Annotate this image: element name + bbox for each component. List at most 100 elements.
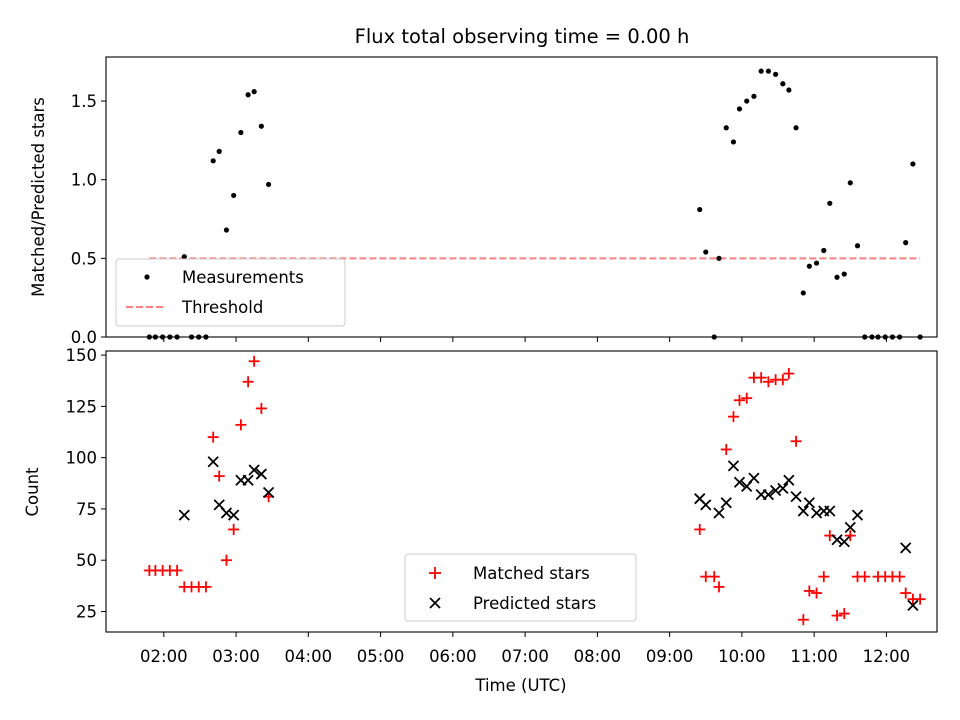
matched-star-point — [783, 368, 795, 380]
predicted-star-point — [762, 488, 775, 501]
measurement-point — [758, 68, 764, 74]
bottom-y-tick-label: 125 — [66, 397, 98, 416]
measurement-point — [903, 240, 909, 246]
matched-star-point — [777, 374, 789, 386]
predicted-star-point — [783, 474, 795, 486]
predicted-star-point — [838, 536, 850, 548]
measurement-point — [723, 125, 729, 131]
predicted-star-point — [178, 509, 190, 521]
x-tick-label: 07:00 — [501, 647, 549, 666]
measurement-point — [265, 181, 272, 188]
measurement-point — [780, 81, 786, 87]
matched-star-point — [790, 435, 802, 447]
top-panel: 0.0 0.5 1.0 1.5 Matched/Predicted stars Mea… — [29, 56, 938, 347]
matched-star-point — [694, 523, 706, 535]
bottom-panel: 25 50 75 100 125 150 02:00 03:00 04:00 05:00 06:0… — [23, 346, 938, 695]
measurement-point — [806, 263, 812, 269]
top-y-tick-label: 0.5 — [71, 249, 97, 268]
matched-star-point — [235, 419, 247, 431]
bottom-y-tick-label: 75 — [76, 500, 97, 519]
bottom-plot-frame — [105, 350, 938, 633]
x-tick-label: 08:00 — [574, 647, 622, 666]
predicted-star-point — [900, 542, 912, 554]
predicted-stars-layer — [178, 456, 919, 611]
top-y-ticks: 0.0 0.5 1.0 1.5 — [71, 92, 106, 347]
matched-star-point — [894, 571, 906, 583]
measurement-point — [181, 254, 187, 260]
top-y-tick-label: 1.0 — [71, 171, 97, 190]
matched-star-point — [200, 581, 212, 593]
legend-measurements-label: Measurements — [182, 268, 304, 287]
matched-star-point — [741, 392, 753, 404]
matched-star-point — [811, 587, 823, 599]
bottom-y-tick-label: 100 — [66, 449, 98, 468]
predicted-star-point — [831, 534, 843, 546]
chart-title: Flux total observing time = 0.00 h — [355, 25, 690, 48]
predicted-star-point — [248, 464, 260, 476]
top-legend-frame — [115, 258, 346, 327]
matched-star-point — [914, 593, 926, 605]
matched-star-point — [228, 523, 240, 535]
predicted-star-point — [851, 509, 864, 521]
legend-threshold-label: Threshold — [181, 298, 263, 317]
measurement-point — [765, 68, 771, 74]
matched-star-point — [755, 372, 767, 384]
measurement-point — [697, 206, 703, 213]
predicted-star-point — [720, 497, 732, 509]
predicted-star-point — [790, 490, 802, 503]
x-axis-label: Time (UTC) — [474, 676, 566, 695]
top-y-axis-label: Matched/Predicted stars — [29, 97, 48, 297]
measurement-point — [716, 255, 722, 261]
legend-matched-marker — [429, 567, 441, 579]
matched-star-point — [803, 585, 815, 597]
matched-star-point — [727, 411, 739, 423]
measurement-point — [841, 271, 847, 277]
matched-star-point — [213, 470, 225, 482]
x-tick-label: 04:00 — [285, 647, 333, 666]
bottom-y-tick-label: 150 — [66, 346, 98, 365]
bottom-y-axis-label: Count — [23, 467, 42, 517]
bottom-y-tick-label: 25 — [76, 602, 97, 621]
predicted-star-point — [907, 599, 919, 611]
measurement-point — [910, 161, 916, 167]
matched-star-point — [220, 554, 232, 566]
matched-star-point — [733, 394, 745, 406]
matched-star-point — [831, 610, 843, 622]
predicted-star-point — [769, 484, 782, 497]
predicted-star-point — [700, 499, 712, 511]
matched-star-point — [797, 614, 809, 626]
matched-star-point — [818, 571, 830, 583]
measurement-point — [730, 139, 737, 145]
measurement-point — [751, 93, 757, 99]
matched-star-point — [720, 443, 732, 455]
predicted-star-point — [733, 476, 746, 488]
predicted-star-point — [713, 507, 725, 519]
predicted-star-point — [824, 505, 836, 517]
measurement-point — [231, 192, 237, 199]
top-legend: Measurements Threshold — [115, 258, 346, 327]
predicted-star-point — [777, 482, 789, 495]
x-tick-label: 12:00 — [863, 647, 911, 666]
x-tick-label: 06:00 — [429, 647, 477, 666]
legend-matched-label: Matched stars — [473, 564, 590, 583]
measurement-point — [827, 200, 833, 206]
predicted-star-point — [262, 486, 275, 499]
measurement-point — [251, 89, 257, 95]
bottom-legend-frame — [404, 553, 637, 622]
predicted-star-point — [220, 507, 233, 519]
top-x-ticks — [163, 337, 887, 342]
matched-stars-layer — [143, 355, 926, 626]
predicted-star-point — [810, 507, 823, 519]
top-plot-frame — [105, 56, 938, 338]
measurement-point — [773, 71, 779, 77]
matched-star-point — [171, 564, 183, 576]
measurement-point — [223, 227, 230, 233]
measurement-point — [847, 180, 853, 186]
x-tick-label: 05:00 — [357, 647, 405, 666]
x-tick-label: 03:00 — [212, 647, 260, 666]
measurement-point — [793, 125, 799, 131]
measurements-layer — [146, 68, 923, 340]
legend-predicted-marker — [429, 597, 441, 609]
x-tick-label: 11:00 — [790, 647, 838, 666]
measurement-point — [238, 129, 244, 136]
